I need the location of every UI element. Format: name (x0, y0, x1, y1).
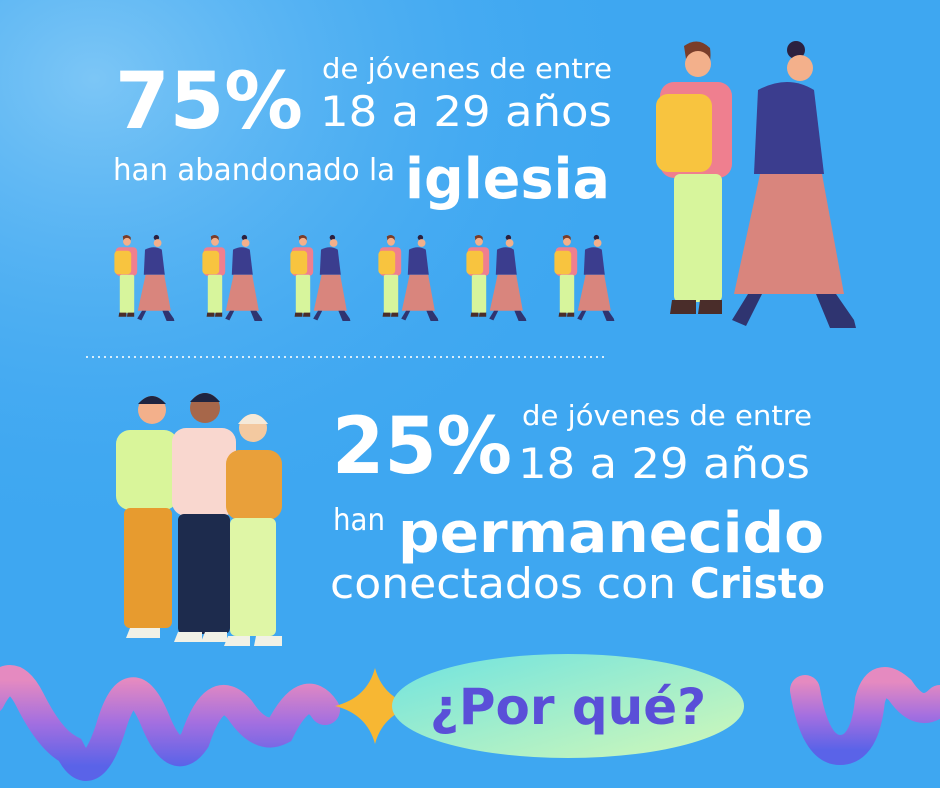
bottom-line-4: conectados con (330, 559, 676, 608)
bottom-highlight: permanecido (398, 501, 824, 566)
question-bubble (392, 654, 744, 758)
bottom-line-2: 18 a 29 años (518, 439, 810, 488)
bottom-line-1: de jóvenes de entre (522, 399, 812, 432)
question-text: ¿Por qué? (430, 678, 706, 736)
bottom-percent: 25% (332, 402, 512, 492)
sparkle (335, 668, 415, 744)
top-line-1: de jóvenes de entre (322, 52, 612, 85)
squiggle-right (790, 667, 940, 766)
top-percent: 75% (115, 57, 303, 147)
top-line-2: 18 a 29 años (320, 87, 612, 136)
bottom-highlight-2: Cristo (690, 559, 825, 608)
friends-illustration (116, 393, 282, 646)
bottom-line-3: han (333, 503, 385, 538)
squiggle-left (0, 665, 340, 781)
top-line-3: han abandonado la (113, 153, 395, 188)
top-highlight: iglesia (405, 147, 610, 212)
